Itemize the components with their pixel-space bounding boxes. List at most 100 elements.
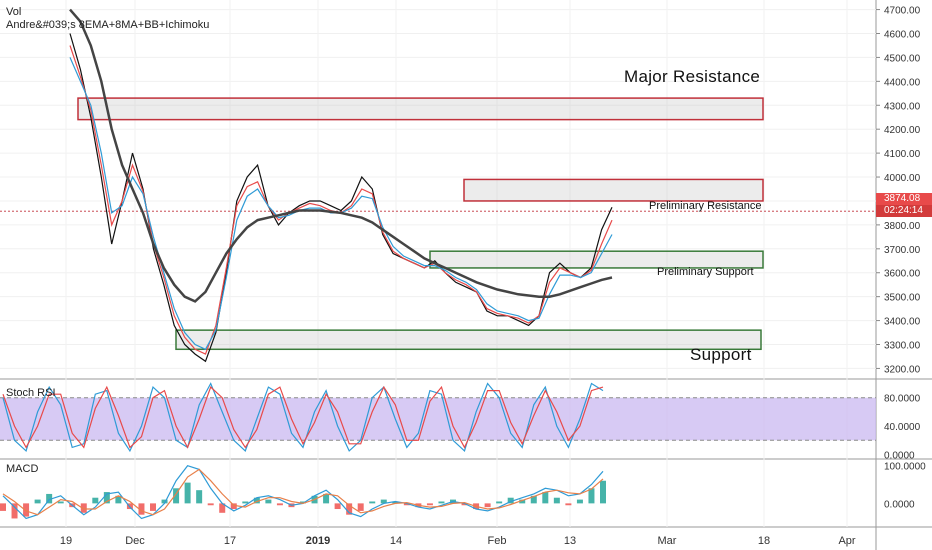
y-tick-label: 3400.00 <box>884 317 921 328</box>
y-tick-label: 3800.00 <box>884 221 921 232</box>
series-layer <box>0 8 613 520</box>
legend-study[interactable]: Andre&#039;s 8EMA+8MA+BB+Ichimoku <box>6 19 210 31</box>
y-tick-label: 3200.00 <box>884 364 921 375</box>
macd-histogram-bar <box>600 480 606 504</box>
y-tick-label: 4100.00 <box>884 149 921 160</box>
macd-series-line <box>2 465 604 520</box>
macd-histogram-bar <box>392 501 399 504</box>
macd-histogram-bar <box>80 503 87 513</box>
zone-box <box>429 250 764 269</box>
macd-histogram-bar <box>588 488 595 504</box>
y-tick-label: 0.0000 <box>884 450 915 461</box>
annotation-preliminary-support: Preliminary Support <box>657 266 754 278</box>
macd-histogram-bar <box>103 492 110 504</box>
macd-histogram-bar <box>23 503 30 517</box>
zone-box <box>77 97 764 121</box>
legend-symbol[interactable]: Vol <box>6 6 22 18</box>
macd-histogram-bar <box>150 503 156 511</box>
macd-histogram-bar <box>11 503 18 519</box>
annotation-major-resistance: Major Resistance <box>624 67 761 86</box>
countdown-tag: 02:24:14 <box>876 205 932 217</box>
macd-series-line <box>2 468 604 516</box>
macd-histogram-bar <box>519 499 526 504</box>
macd-histogram-bar <box>438 501 445 504</box>
stoch-rsi-title[interactable]: Stoch RSI <box>6 387 56 399</box>
macd-histogram-bar <box>0 503 6 511</box>
macd-histogram-bar <box>380 499 387 504</box>
macd-histogram-bar <box>230 503 237 510</box>
rsi-band <box>0 397 876 441</box>
annotation-preliminary-resistance: Preliminary Resistance <box>649 200 762 212</box>
y-tick-label: 4600.00 <box>884 29 921 40</box>
macd-histogram-bar <box>115 495 122 504</box>
y-tick-label: 3600.00 <box>884 269 921 280</box>
macd-histogram-bar <box>542 492 549 504</box>
y-tick-label: 100.0000 <box>884 462 926 473</box>
macd-histogram-bar <box>173 488 180 504</box>
zone-box <box>463 178 764 202</box>
y-tick-label: 4200.00 <box>884 125 921 136</box>
y-tick-label: 4300.00 <box>884 101 921 112</box>
annotation-support: Support <box>690 345 752 364</box>
y-tick-label: 4700.00 <box>884 6 921 17</box>
macd-histogram-bar <box>184 482 191 504</box>
macd-histogram-bar <box>276 503 283 506</box>
rsi-series-line <box>2 382 604 453</box>
axis-layer: 3200.00 3300.00 3400.00 3500.00 3600.00 3700.… <box>60 6 926 547</box>
zone-layer <box>0 97 876 441</box>
macd-histogram-bar <box>92 497 99 504</box>
price-series-line <box>69 33 613 363</box>
macd-histogram-bar <box>496 501 503 504</box>
x-tick-label: 13 <box>564 535 576 547</box>
macd-title[interactable]: MACD <box>6 463 39 475</box>
macd-histogram-bar <box>346 503 353 515</box>
macd-histogram-bar <box>242 501 249 504</box>
y-tick-label: 3500.00 <box>884 293 921 304</box>
macd-histogram-bar <box>34 499 41 504</box>
zone-box <box>175 329 762 351</box>
macd-histogram-bar <box>565 503 572 506</box>
y-tick-label: 80.0000 <box>884 394 921 405</box>
x-tick-label: Dec <box>125 535 145 547</box>
macd-histogram-bar <box>576 499 583 504</box>
macd-histogram-bar <box>323 493 330 504</box>
last-price-tag: 3874.08 <box>876 193 932 205</box>
y-tick-label: 4400.00 <box>884 77 921 88</box>
macd-histogram-bar <box>357 503 364 511</box>
macd-histogram-bar <box>46 493 53 504</box>
y-tick-label: 3300.00 <box>884 341 921 352</box>
macd-histogram-bar <box>138 503 145 515</box>
x-tick-label: 17 <box>224 535 236 547</box>
macd-histogram-bar <box>484 503 491 508</box>
x-tick-label: 2019 <box>306 535 330 547</box>
macd-histogram-bar <box>161 499 168 504</box>
rsi-series-line <box>2 385 604 449</box>
macd-histogram-bar <box>403 503 410 506</box>
x-tick-label: Apr <box>838 535 855 547</box>
y-tick-label: 3700.00 <box>884 245 921 256</box>
y-tick-label: 4500.00 <box>884 53 921 64</box>
macd-histogram-bar <box>507 497 514 504</box>
x-tick-label: 19 <box>60 535 72 547</box>
macd-histogram-bar <box>426 503 433 506</box>
x-tick-label: 14 <box>390 535 402 547</box>
macd-histogram-bar <box>530 495 537 504</box>
y-tick-label: 4000.00 <box>884 173 921 184</box>
x-tick-label: 18 <box>758 535 770 547</box>
y-tick-label: 0.0000 <box>884 499 915 510</box>
macd-histogram-bar <box>461 503 468 506</box>
macd-histogram-bar <box>300 501 306 504</box>
macd-histogram-bar <box>57 501 64 504</box>
price-series-line <box>69 8 613 303</box>
macd-histogram-bar <box>334 503 341 510</box>
macd-histogram-bar <box>253 497 260 504</box>
x-tick-label: Feb <box>488 535 507 547</box>
macd-histogram-bar <box>196 490 203 504</box>
x-tick-label: Mar <box>658 535 677 547</box>
macd-histogram-bar <box>369 501 376 504</box>
y-tick-label: 40.0000 <box>884 422 921 433</box>
macd-histogram-bar <box>553 497 560 504</box>
macd-histogram-bar <box>265 499 272 504</box>
